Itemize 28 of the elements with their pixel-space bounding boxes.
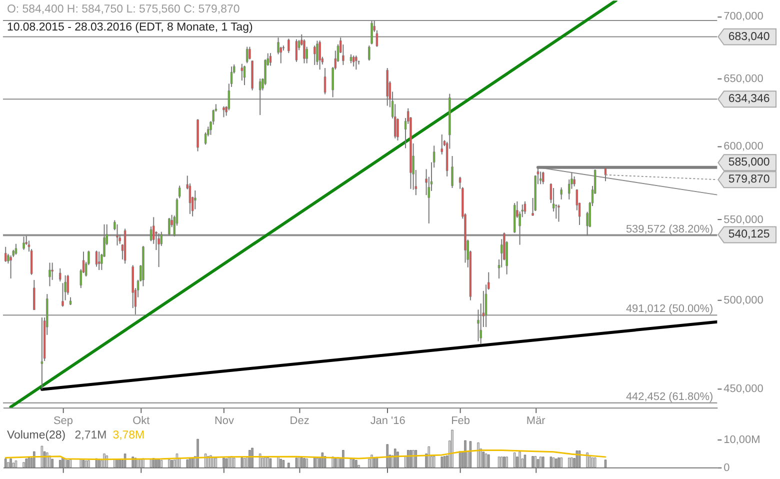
y-tick-label: 500,000 <box>724 294 764 306</box>
y-tick-label: 450,000 <box>724 383 764 396</box>
x-tick-label: Jan '16 <box>370 415 406 428</box>
annotation: 634,346 <box>728 93 770 106</box>
y-tick-label: 700,000 <box>724 10 764 23</box>
series-label: 3,78M <box>112 429 145 442</box>
y-tick-label: 550,000 <box>724 214 764 226</box>
y-tick-label: 10,00M <box>724 434 760 446</box>
x-tick-label: Feb <box>451 415 470 428</box>
x-tick-label: Nov <box>214 415 234 428</box>
annotation: 585,000 <box>728 156 770 169</box>
ref-line-label: 539,572 (38.20%) <box>626 224 714 236</box>
x-tick-label: Okt <box>132 415 150 428</box>
chart-title: Volume(28) <box>6 429 66 442</box>
annotation: 540,125 <box>728 228 770 241</box>
x-tick-label: Sep <box>53 415 73 428</box>
ref-line-label: 442,452 (61.80%) <box>626 390 714 403</box>
x-tick-label: Dez <box>290 415 310 428</box>
y-tick-label: 600,000 <box>724 140 764 153</box>
x-tick-label: Mär <box>526 415 546 428</box>
annotation: 579,870 <box>728 174 770 186</box>
annotation: 683,040 <box>728 30 770 43</box>
y-tick-label: 650,000 <box>724 73 764 86</box>
series-label: 2,71M <box>74 429 107 442</box>
y-tick-label: 0 <box>724 462 730 474</box>
chart-title: O: 584,400 H: 584,750 L: 575,560 C: 579,870 <box>6 4 240 16</box>
ref-line-label: 491,012 (50.00%) <box>626 303 714 316</box>
text: 10.08.2015 - 28.03.2016 (EDT, 8 Monate, 1 Tag) <box>6 22 254 34</box>
